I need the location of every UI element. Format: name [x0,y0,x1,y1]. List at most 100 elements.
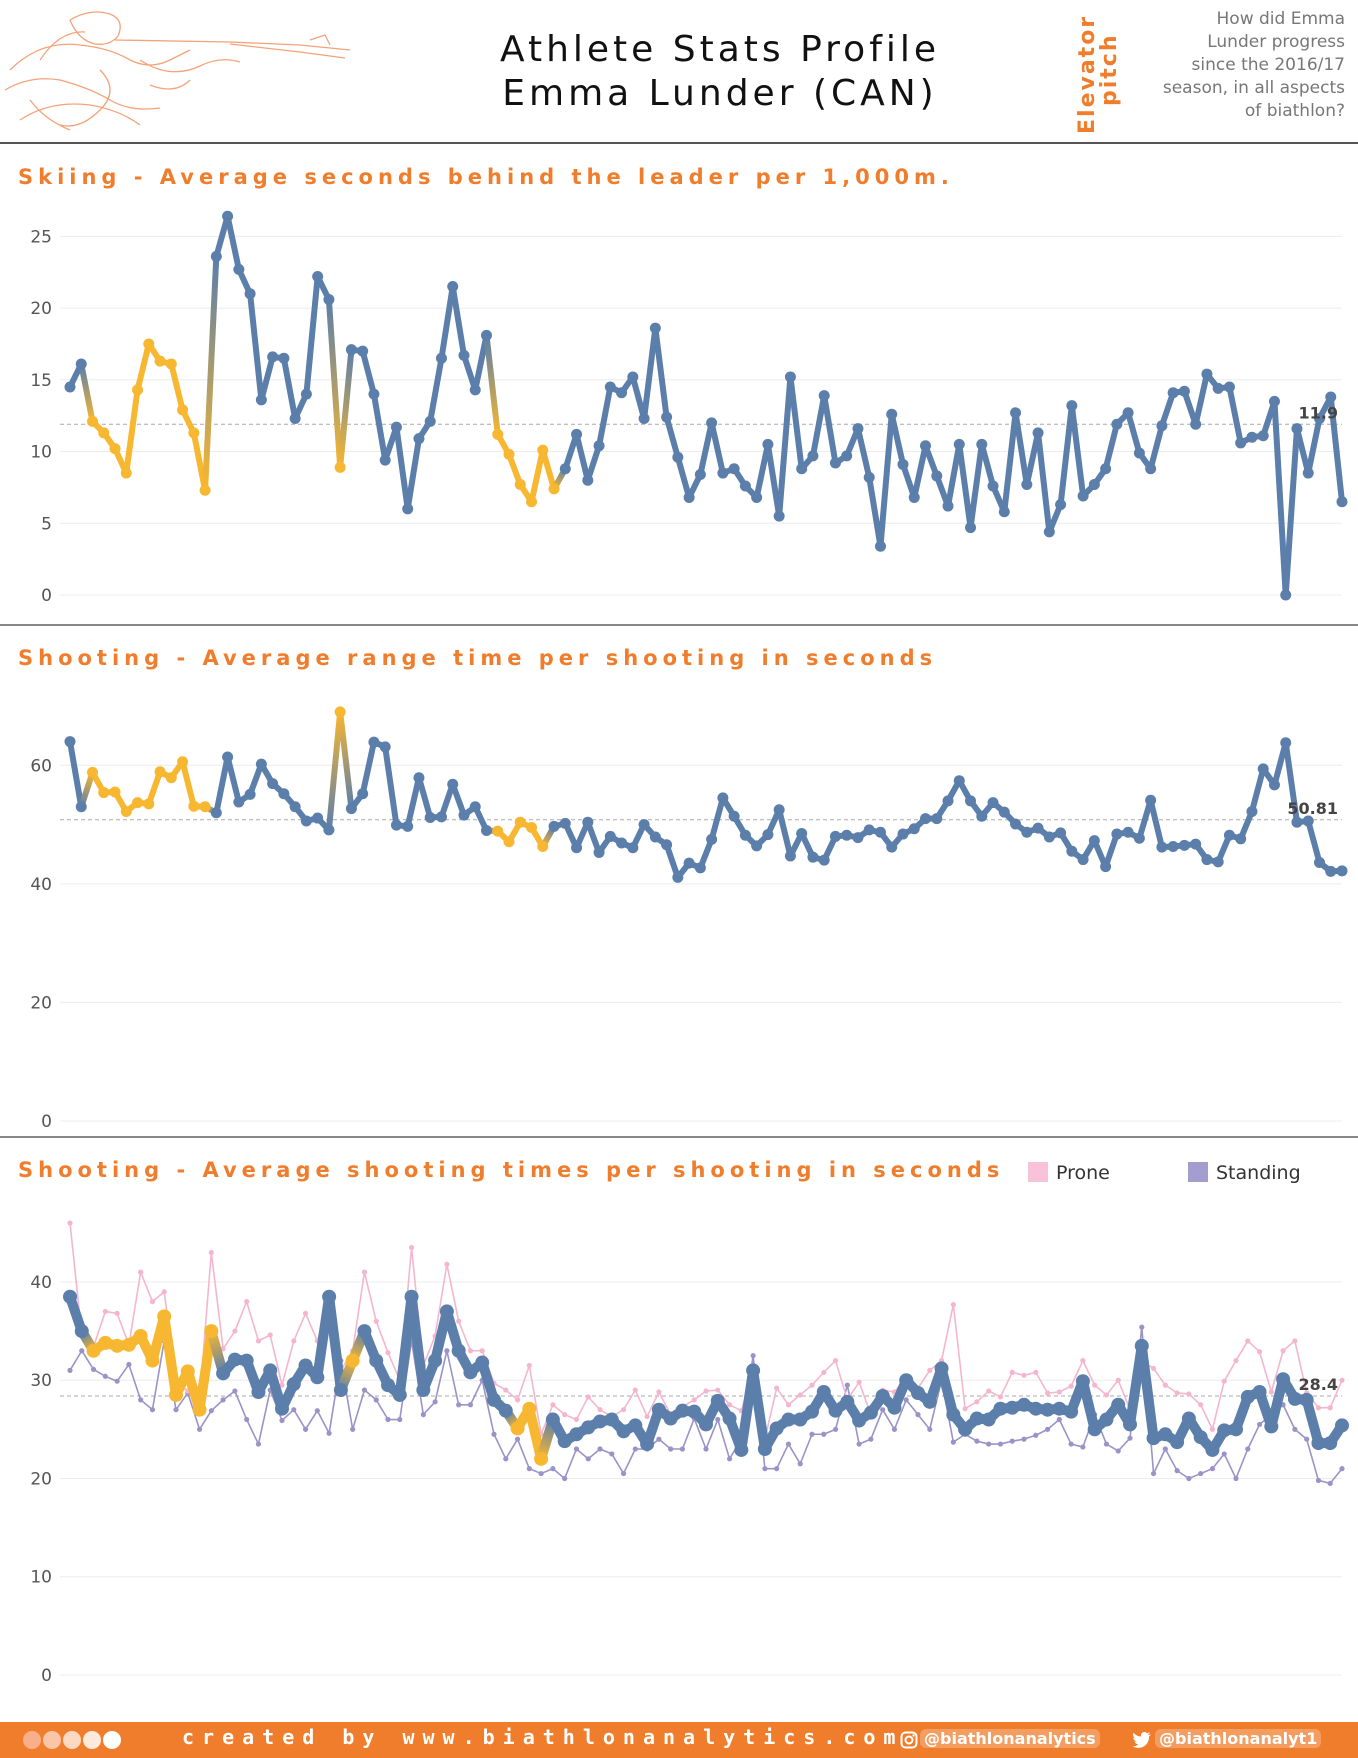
series-segment [224,213,242,273]
series-segment [787,373,805,472]
series-segment [404,435,422,512]
data-point [1088,835,1100,847]
series-segment [888,411,906,468]
data-point [908,823,920,835]
prone-point [1268,1389,1274,1395]
footer-credit[interactable]: created by www.biathlonanalytics.com [182,1725,904,1749]
legend-standing-label: Standing [1216,1162,1301,1184]
data-point [751,491,763,503]
series-segment [202,253,220,494]
standing-point [491,1431,497,1437]
y-tick-label: 20 [30,993,52,1013]
data-point [1299,1392,1314,1407]
legend-prone: Prone [1028,1162,1110,1184]
data-point [757,1442,772,1456]
series-segment [337,346,355,471]
series-segment [1136,1340,1159,1444]
data-point [121,1337,136,1352]
pitch-label: pitch [1097,33,1122,106]
data-point [897,458,909,470]
series-segment [573,431,591,484]
data-point [993,1401,1008,1416]
data-point [807,450,819,462]
prone-point [1221,1378,1227,1384]
biathlete-logo-icon [4,11,351,131]
prone-point [1103,1392,1110,1398]
prone-point [832,1357,839,1364]
prone-point [514,1397,521,1403]
data-point [1064,1404,1079,1419]
data-point [145,1353,160,1368]
standing-point [279,1417,285,1424]
data-point [1032,427,1044,439]
standing-point [656,1436,662,1442]
data-point [784,850,796,862]
standing-point [915,1412,921,1418]
data-point [323,293,335,305]
data-point [480,825,492,836]
data-point [1291,816,1303,828]
data-point [931,470,943,482]
prone-point [597,1407,603,1413]
series-segment [1192,371,1210,428]
series-segment [393,424,411,512]
prone-point [102,1308,108,1315]
instagram-handle[interactable]: @biathlonanalytics [920,1729,1100,1748]
series-segment [1158,389,1177,429]
data-point [286,1377,301,1392]
data-point [863,471,875,483]
data-point [582,816,594,828]
series-segment [1147,797,1165,851]
data-point [109,786,121,798]
data-point [199,484,211,496]
data-point [1043,526,1055,538]
data-point [722,1411,737,1426]
standing-point [514,1436,521,1442]
prone-point [1115,1377,1121,1383]
data-point [762,829,774,841]
data-point [154,766,166,778]
standing-point [1292,1426,1298,1432]
standing-point [1150,1470,1157,1477]
data-point [1264,1419,1279,1434]
data-point [593,846,605,858]
data-point [1122,407,1134,419]
data-point [604,381,616,393]
y-tick-label: 25 [30,227,52,247]
standing-point [668,1446,674,1452]
series-segment [753,441,771,501]
data-point [1181,1411,1196,1426]
series-segment [1293,425,1312,477]
standing-point [1174,1468,1180,1474]
series-segment [213,213,231,260]
series-segment [596,383,614,449]
data-point [559,463,571,475]
prone-point [1068,1383,1074,1389]
prone-point [114,1310,120,1316]
data-point [548,483,560,495]
standing-point [326,1430,332,1436]
data-point [522,1401,537,1416]
prone-point [444,1261,450,1267]
data-point [298,1358,313,1373]
series-segment [213,753,231,816]
twitter-handle[interactable]: @biathlonanalyt1 [1155,1729,1322,1748]
prone-point [726,1402,733,1408]
standing-point [149,1407,156,1413]
data-point [875,1388,890,1403]
series-segment [899,461,918,501]
data-point [143,338,155,350]
data-point [222,751,234,763]
question-line: season, in all aspects [1162,78,1345,98]
data-point [1325,391,1337,403]
series-segment [663,841,681,881]
standing-point [1198,1470,1204,1477]
data-point [357,788,369,800]
data-point [1099,1412,1114,1427]
series-segment [406,1291,429,1396]
data-point [863,824,875,836]
prone-point [267,1332,273,1338]
series-segment [1327,394,1345,505]
data-point [289,801,301,813]
data-point [169,1387,183,1402]
